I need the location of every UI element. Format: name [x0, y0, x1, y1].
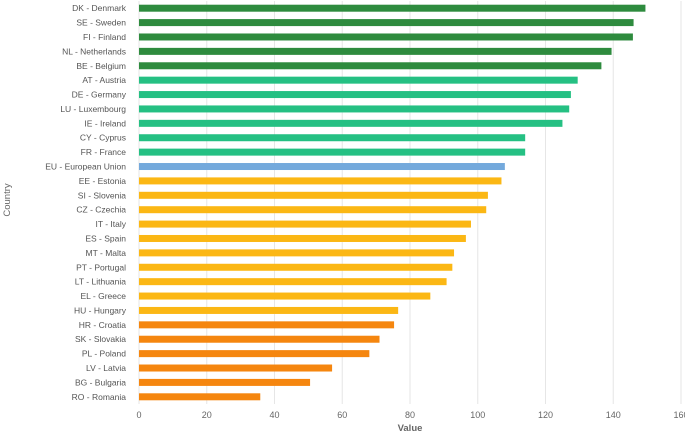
x-tick-label: 80 — [405, 410, 415, 420]
category-label: DK - Denmark — [72, 3, 127, 13]
bar-at[interactable] — [139, 76, 578, 84]
bar-eu[interactable] — [139, 163, 505, 171]
category-label: FR - France — [81, 147, 127, 157]
x-axis-title: Value — [398, 423, 423, 432]
category-label: SE - Sweden — [76, 18, 126, 28]
category-label: AT - Austria — [82, 75, 126, 85]
bar-si[interactable] — [139, 191, 488, 199]
bar-be[interactable] — [139, 62, 602, 70]
category-label: NL - Netherlands — [62, 46, 126, 56]
bar-lt[interactable] — [139, 278, 447, 286]
bar-bg[interactable] — [139, 378, 311, 386]
bar-pt[interactable] — [139, 263, 453, 271]
x-tick-label: 20 — [202, 410, 212, 420]
bar-nl[interactable] — [139, 47, 612, 55]
x-tick-label: 140 — [606, 410, 621, 420]
category-label: HU - Hungary — [74, 305, 127, 315]
category-label: CZ - Czechia — [76, 205, 126, 215]
category-label: LV - Latvia — [86, 363, 126, 373]
category-label: FI - Finland — [83, 32, 126, 42]
bars — [139, 4, 646, 401]
x-tick-label: 40 — [269, 410, 279, 420]
category-label: PL - Poland — [82, 349, 126, 359]
bar-cz[interactable] — [139, 206, 487, 214]
y-axis-title: Country — [2, 183, 13, 217]
category-label: RO - Romania — [72, 392, 127, 402]
x-axis-ticks: 0 20 40 60 80 100 120 140 160 — [136, 410, 685, 420]
bar-ro[interactable] — [139, 393, 261, 401]
x-tick-label: 100 — [470, 410, 485, 420]
category-label: CY - Cyprus — [80, 133, 126, 143]
bar-fr[interactable] — [139, 148, 526, 156]
bar-pl[interactable] — [139, 350, 370, 358]
bar-ee[interactable] — [139, 177, 502, 185]
category-label: BG - Bulgaria — [75, 377, 126, 387]
bar-mt[interactable] — [139, 249, 455, 257]
bar-lu[interactable] — [139, 105, 570, 113]
category-label: MT - Malta — [86, 248, 127, 258]
x-tick-label: 0 — [136, 410, 141, 420]
category-label: HR - Croatia — [79, 320, 127, 330]
x-tick-label: 120 — [538, 410, 553, 420]
category-label: ES - Spain — [85, 233, 126, 243]
category-label: SK - Slovakia — [75, 334, 126, 344]
bar-hr[interactable] — [139, 321, 395, 329]
category-label: BE - Belgium — [76, 61, 126, 71]
bar-it[interactable] — [139, 220, 471, 228]
category-label: LT - Lithuania — [75, 277, 126, 287]
category-label: IE - Ireland — [84, 118, 126, 128]
category-label: EE - Estonia — [79, 176, 127, 186]
bar-fi[interactable] — [139, 33, 633, 41]
category-labels: DK - Denmark SE - Sweden FI - Finland NL - … — [45, 3, 127, 402]
category-label: LU - Luxembourg — [60, 104, 126, 114]
bar-cy[interactable] — [139, 134, 526, 142]
bar-es[interactable] — [139, 234, 466, 242]
category-label: EL - Greece — [80, 291, 126, 301]
bar-lv[interactable] — [139, 364, 333, 372]
bar-hu[interactable] — [139, 306, 399, 314]
category-label: PT - Portugal — [76, 262, 126, 272]
bar-de[interactable] — [139, 91, 571, 99]
bar-se[interactable] — [139, 19, 634, 27]
gridlines — [138, 1, 682, 404]
bar-sk[interactable] — [139, 335, 380, 343]
x-tick-label: 60 — [337, 410, 347, 420]
x-tick-label: 160 — [673, 410, 685, 420]
category-label: SI - Slovenia — [78, 190, 126, 200]
bar-el[interactable] — [139, 292, 431, 300]
bar-dk[interactable] — [139, 4, 646, 12]
category-label: DE - Germany — [72, 90, 127, 100]
category-label: IT - Italy — [95, 219, 126, 229]
category-label: EU - European Union — [45, 162, 126, 172]
bar-ie[interactable] — [139, 119, 563, 127]
